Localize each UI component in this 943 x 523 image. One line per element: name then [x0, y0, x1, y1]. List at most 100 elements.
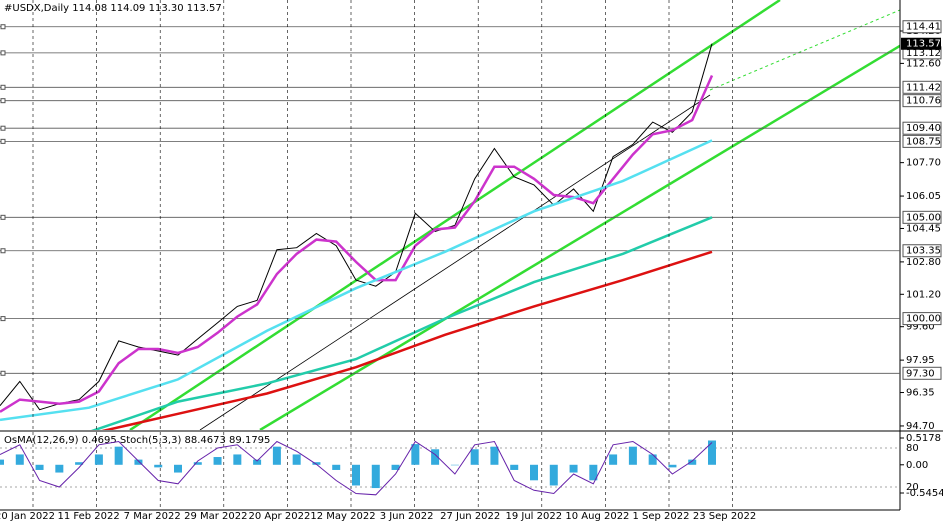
osma-bar [470, 449, 479, 465]
current-price-box [901, 37, 941, 50]
x-tick-label: 29 Mar 2022 [184, 511, 247, 522]
y-tick-label: 112.60 [906, 58, 941, 69]
osma-bar [371, 464, 380, 489]
osma-bar [15, 454, 24, 465]
osma-bar [431, 449, 440, 465]
x-tick-label: 7 Mar 2022 [124, 511, 181, 522]
osma-bar [530, 464, 538, 481]
level-label: 105.00 [906, 212, 941, 223]
level-label: 103.35 [906, 246, 941, 257]
level-box [902, 134, 942, 148]
moving-average [0, 74, 714, 413]
osma-bar [312, 462, 321, 465]
y-tick-label: 101.20 [906, 289, 941, 300]
level-marker [0, 84, 6, 90]
x-tick-label: 20 Apr 2022 [248, 511, 310, 522]
osma-bar [35, 464, 44, 470]
osma-bar [391, 464, 400, 470]
osma-bar [272, 446, 281, 465]
x-tick-label: 11 Feb 2022 [57, 511, 119, 522]
osma-bar [688, 459, 697, 465]
level-box [902, 366, 942, 380]
x-tick-label: 3 Jun 2022 [380, 511, 434, 522]
osma-bar [94, 454, 103, 465]
main-plot [0, 26, 900, 430]
y-tick-label: 0.5178 [906, 433, 941, 444]
osma-bar [253, 459, 262, 465]
x-tick-label: 27 Jun 2022 [440, 511, 500, 522]
y-tick-label: 107.70 [906, 158, 941, 169]
y-tick-label: -0.5454 [906, 488, 943, 499]
chart-title: #USDX,Daily 114.08 114.09 113.30 113.57 [4, 3, 222, 14]
level-marker [0, 248, 6, 254]
osma-bar [193, 462, 202, 465]
osma-bar [233, 454, 242, 465]
y-tick-label: 106.05 [906, 191, 941, 202]
osma-bar [75, 462, 84, 465]
y-tick-label: 97.95 [906, 355, 935, 366]
title-box [0, 0, 235, 14]
osma-bar [292, 454, 301, 465]
x-tick-label: 20 Jan 2022 [0, 511, 55, 522]
osma-bar [332, 464, 341, 470]
level-box [902, 244, 942, 258]
level-marker [0, 214, 6, 220]
y-tick-label: 0.00 [906, 460, 928, 471]
stochastic-line [0, 440, 713, 496]
level-marker [0, 316, 6, 322]
x-tick-label: 23 Sep 2022 [693, 511, 756, 522]
indicator-title: OsMA(12,26,9) 0.4695 Stoch(5,3,3) 88.467… [4, 435, 270, 446]
osma-bar [648, 454, 657, 465]
moving-average [101, 250, 713, 430]
level-box [902, 210, 942, 224]
osma-bar [154, 464, 163, 468]
osma-bar [0, 459, 4, 465]
x-tick-label: 19 Jul 2022 [505, 511, 562, 522]
x-tick-label: 12 May 2022 [310, 511, 375, 522]
osma-bar [708, 440, 716, 465]
level-marker [0, 125, 6, 131]
level-box [902, 94, 942, 108]
level-box [902, 121, 942, 135]
osma-bar [589, 464, 598, 481]
level-label: 114.41 [906, 22, 941, 33]
osma-bar [411, 444, 420, 465]
x-tick-label: 1 Sep 2022 [632, 511, 689, 522]
level-box [902, 20, 942, 34]
osma-bar [134, 459, 143, 465]
y2-tick-label: 20 [906, 482, 919, 493]
level-label: 110.76 [906, 96, 941, 107]
moving-average [0, 139, 713, 422]
current-price-label: 113.57 [906, 39, 941, 50]
osma-bar [490, 446, 499, 465]
price-line [0, 43, 713, 411]
osma-bar [174, 464, 182, 473]
level-marker [0, 138, 6, 144]
moving-average [90, 216, 713, 430]
osma-bar [609, 454, 618, 465]
level-box [902, 80, 942, 94]
osma-bar [549, 464, 558, 486]
osma-bar [628, 446, 637, 465]
level-label: 111.42 [906, 82, 941, 93]
level-label: 97.30 [906, 368, 935, 379]
y2-tick-label: 80 [906, 443, 919, 454]
level-label: 109.40 [906, 123, 941, 134]
level-box [902, 312, 942, 326]
osma-bar [569, 464, 578, 473]
trend-line [199, 94, 711, 430]
osma-bar [114, 446, 123, 465]
osma-bar [352, 464, 360, 486]
y-tick-label: 94.70 [906, 421, 935, 432]
osma-bar [213, 457, 222, 465]
level-marker [0, 98, 6, 104]
level-marker [0, 370, 6, 376]
y-tick-label: 96.35 [906, 388, 935, 399]
osma-bar [55, 464, 64, 473]
y-tick-label: 99.60 [906, 322, 935, 333]
y-tick-label: 102.80 [906, 257, 941, 268]
level-label: 100.00 [906, 314, 941, 325]
level-marker [0, 24, 6, 30]
y-tick-label: 104.45 [906, 223, 941, 234]
